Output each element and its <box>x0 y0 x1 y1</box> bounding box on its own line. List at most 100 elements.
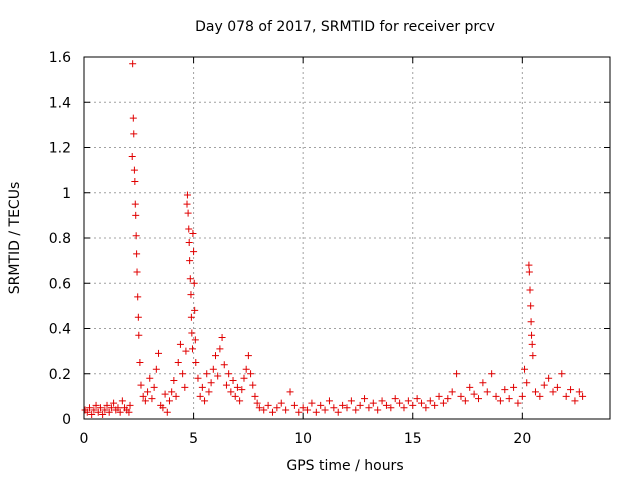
data-point <box>90 406 98 414</box>
data-point <box>431 401 439 409</box>
data-point <box>183 200 191 208</box>
data-point <box>536 392 544 400</box>
data-point <box>212 352 219 360</box>
data-point <box>125 408 133 416</box>
data-point <box>203 370 211 378</box>
data-point <box>174 358 182 366</box>
data-point <box>152 365 160 373</box>
data-point <box>105 408 113 416</box>
x-tick-label: 0 <box>80 431 89 447</box>
y-tick-label: 0.8 <box>49 231 71 247</box>
data-point <box>558 370 566 378</box>
data-point <box>189 229 197 237</box>
data-point <box>317 401 325 409</box>
data-point <box>244 352 252 360</box>
data-point <box>457 392 465 400</box>
data-point <box>496 397 504 405</box>
data-point <box>176 340 184 348</box>
data-point <box>183 191 191 199</box>
data-point <box>378 397 386 405</box>
data-point <box>114 404 122 412</box>
data-point <box>304 406 312 414</box>
data-point <box>141 397 149 405</box>
data-point <box>413 395 421 403</box>
data-point <box>220 361 228 369</box>
data-point <box>103 401 111 409</box>
data-point <box>526 286 534 294</box>
x-tick-label: 20 <box>513 431 531 447</box>
data-point <box>264 401 272 409</box>
data-point <box>191 306 199 314</box>
data-point <box>521 365 529 373</box>
data-point <box>540 381 548 389</box>
data-point <box>444 395 452 403</box>
data-point <box>528 331 536 339</box>
data-point <box>131 177 139 185</box>
data-point <box>129 60 137 68</box>
data-point <box>249 381 257 389</box>
data-point <box>255 404 263 412</box>
data-point <box>214 372 222 380</box>
data-point <box>165 397 173 405</box>
data-point <box>579 392 587 400</box>
data-point <box>286 388 294 396</box>
data-point <box>523 379 531 387</box>
data-point <box>483 388 491 396</box>
data-point <box>387 404 395 412</box>
data-point <box>198 383 206 391</box>
data-point <box>361 395 369 403</box>
data-point <box>382 401 390 409</box>
data-point <box>205 388 213 396</box>
axis-ticks <box>83 56 610 420</box>
data-point <box>251 392 259 400</box>
data-point <box>132 232 140 240</box>
data-point <box>126 401 134 409</box>
data-point <box>527 302 535 310</box>
data-point <box>238 386 246 394</box>
data-point <box>172 392 180 400</box>
data-point <box>528 340 536 348</box>
data-point <box>231 392 239 400</box>
data-point <box>396 399 404 407</box>
data-point <box>186 257 194 265</box>
data-point <box>247 370 255 378</box>
data-point <box>161 390 169 398</box>
data-point <box>295 408 303 416</box>
data-point <box>137 381 145 389</box>
data-point <box>321 406 329 414</box>
data-point <box>479 379 487 387</box>
data-point <box>188 345 196 353</box>
data-point <box>501 386 509 394</box>
data-point <box>128 153 136 161</box>
data-point <box>352 406 360 414</box>
data-point <box>409 401 417 409</box>
data-point <box>453 370 461 378</box>
data-point <box>190 248 198 256</box>
data-point <box>132 211 140 219</box>
data-point <box>282 406 290 414</box>
data-point <box>136 358 144 366</box>
x-tick-label: 15 <box>404 431 422 447</box>
data-point <box>391 395 399 403</box>
data-point <box>470 390 478 398</box>
data-point <box>187 291 195 299</box>
data-point <box>101 406 109 414</box>
data-point <box>549 388 557 396</box>
data-point <box>99 410 107 418</box>
data-point <box>466 383 474 391</box>
x-tick-labels: 0 5 10 15 20 <box>80 431 532 447</box>
data-point <box>365 404 373 412</box>
data-point <box>144 388 152 396</box>
data-point <box>170 377 178 385</box>
data-point <box>330 404 338 412</box>
data-point <box>514 399 522 407</box>
data-point <box>182 347 190 355</box>
data-point <box>422 404 430 412</box>
data-point <box>116 408 124 416</box>
data-point <box>163 408 171 416</box>
data-points <box>81 60 587 418</box>
data-point <box>135 331 143 339</box>
data-point <box>571 397 579 405</box>
data-point <box>567 386 575 394</box>
